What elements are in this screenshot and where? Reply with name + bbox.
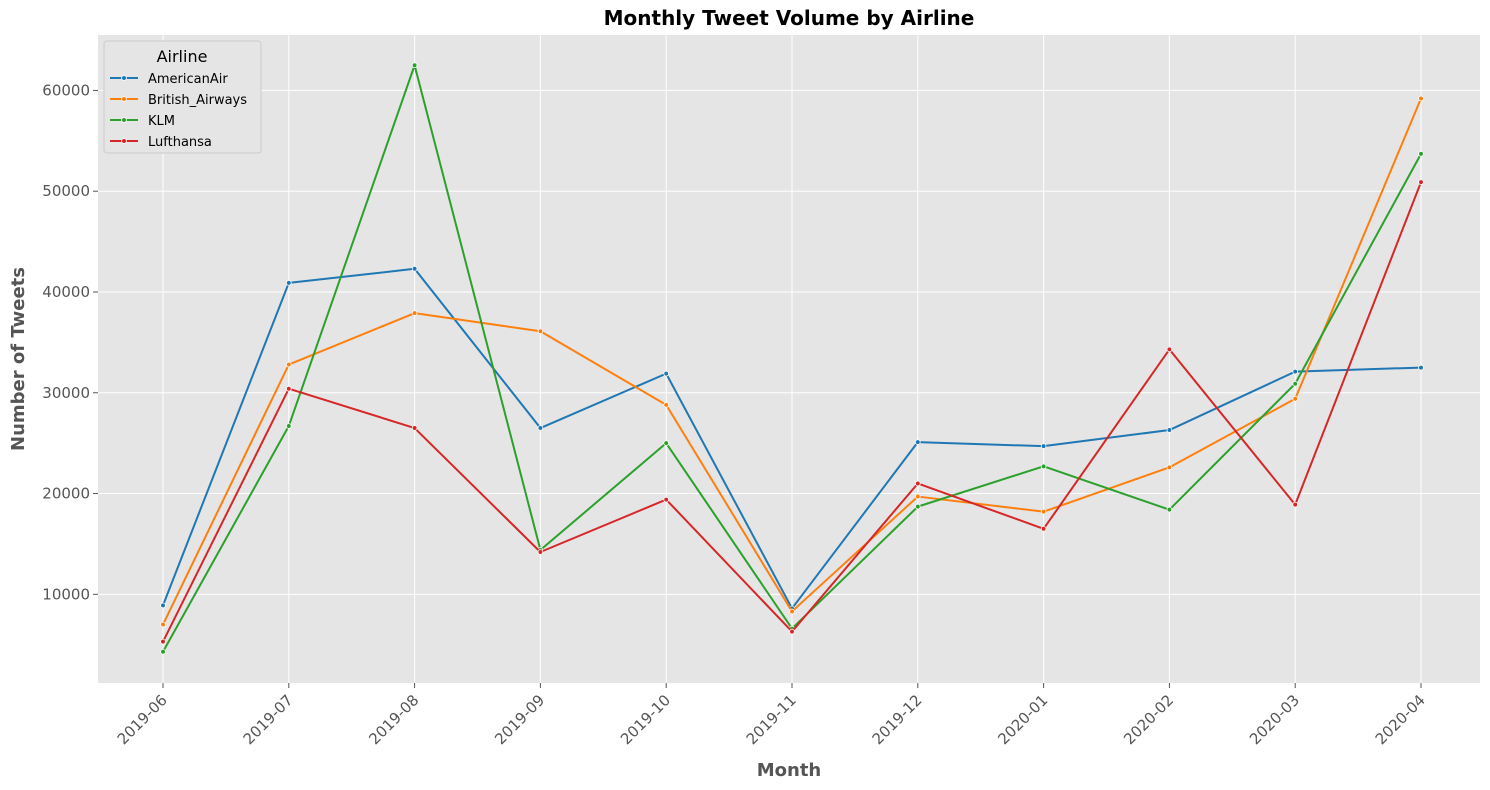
data-point-lufthansa [285, 385, 292, 392]
data-point-british-airways [1040, 508, 1047, 515]
data-point-lufthansa [663, 496, 669, 503]
data-point-klm [1418, 151, 1424, 157]
legend-label-british-airways: British_Airways [148, 93, 247, 108]
data-point-lufthansa [789, 628, 795, 635]
data-point-klm [914, 503, 921, 510]
y-tick-labels: 10000 20000 30000 40000 50000 60000 [42, 81, 98, 603]
data-point-lufthansa [411, 425, 418, 431]
data-point-lufthansa [1292, 501, 1298, 508]
data-point-americanair [1166, 427, 1173, 433]
y-tick-label: 20000 [42, 485, 90, 503]
legend-box [103, 40, 262, 154]
legend-marker-lufthansa [121, 138, 127, 144]
data-point-british-airways [537, 328, 544, 335]
legend-marker-british-airways [121, 96, 127, 102]
data-point-british-airways [789, 608, 795, 615]
data-point-klm [1040, 463, 1047, 470]
x-tick-label: 2019-12 [869, 691, 926, 748]
data-point-lufthansa [1166, 346, 1173, 353]
x-tick-label: 2019-09 [491, 691, 548, 748]
legend-title: Airline [157, 47, 208, 66]
data-point-lufthansa [160, 638, 166, 645]
data-point-lufthansa [914, 480, 921, 487]
legend-marker-klm [121, 117, 127, 123]
x-tick-labels: 2019-06 2019-07 2019-08 2019-09 2019-10 2019-… [114, 683, 1429, 748]
data-point-americanair [1292, 368, 1298, 375]
x-tick-label: 2019-06 [114, 691, 171, 748]
legend-label-lufthansa: Lufthansa [148, 135, 212, 150]
data-point-british-airways [1292, 396, 1298, 402]
x-tick-label: 2020-02 [1120, 691, 1177, 748]
chart-title: Monthly Tweet Volume by Airline [604, 6, 975, 30]
data-point-british-airways [663, 402, 669, 408]
x-tick-label: 2020-03 [1246, 691, 1303, 748]
x-tick-label: 2019-10 [617, 691, 674, 748]
data-point-klm [285, 423, 292, 429]
data-point-americanair [160, 602, 166, 609]
data-point-americanair [411, 266, 418, 272]
x-tick-label: 2020-04 [1372, 691, 1429, 748]
data-point-klm [1166, 506, 1173, 513]
y-tick-label: 50000 [42, 182, 90, 200]
x-tick-label: 2019-11 [743, 691, 800, 748]
y-axis-label: Number of Tweets [8, 267, 29, 451]
legend-label-americanair: AmericanAir [148, 72, 228, 87]
x-tick-label: 2019-07 [240, 691, 297, 748]
data-point-klm [663, 440, 669, 446]
data-point-americanair [663, 370, 669, 377]
data-point-british-airways [411, 310, 418, 316]
data-point-americanair [1418, 364, 1424, 371]
legend-items: AmericanAir British_Airways KLM Lufthansa [110, 72, 247, 150]
legend: Airline AmericanAir British_Airways KLM Luf… [103, 40, 262, 154]
y-tick-label: 60000 [42, 81, 90, 99]
data-point-klm [1292, 380, 1298, 387]
legend-marker-americanair [121, 75, 127, 81]
series-group [160, 62, 1424, 655]
data-point-british-airways [914, 493, 921, 500]
x-tick-label: 2020-01 [994, 691, 1051, 748]
data-point-lufthansa [537, 549, 544, 555]
data-point-british-airways [1418, 95, 1424, 102]
data-point-klm [411, 62, 418, 69]
data-point-lufthansa [1418, 179, 1424, 185]
data-point-british-airways [160, 621, 166, 628]
plot-background [98, 35, 1480, 683]
y-tick-label: 40000 [42, 283, 90, 301]
data-point-americanair [1040, 443, 1047, 449]
data-point-british-airways [285, 361, 292, 368]
x-tick-label: 2019-08 [365, 691, 422, 748]
y-tick-label: 30000 [42, 384, 90, 402]
grid-lines [98, 35, 1480, 683]
data-point-americanair [914, 439, 921, 445]
legend-label-klm: KLM [148, 114, 175, 129]
data-point-klm [160, 648, 166, 655]
data-point-lufthansa [1040, 526, 1047, 532]
data-point-americanair [537, 425, 544, 431]
y-tick-label: 10000 [42, 585, 90, 603]
data-point-british-airways [1166, 464, 1173, 471]
data-point-americanair [285, 280, 292, 286]
x-axis-label: Month [757, 760, 822, 781]
